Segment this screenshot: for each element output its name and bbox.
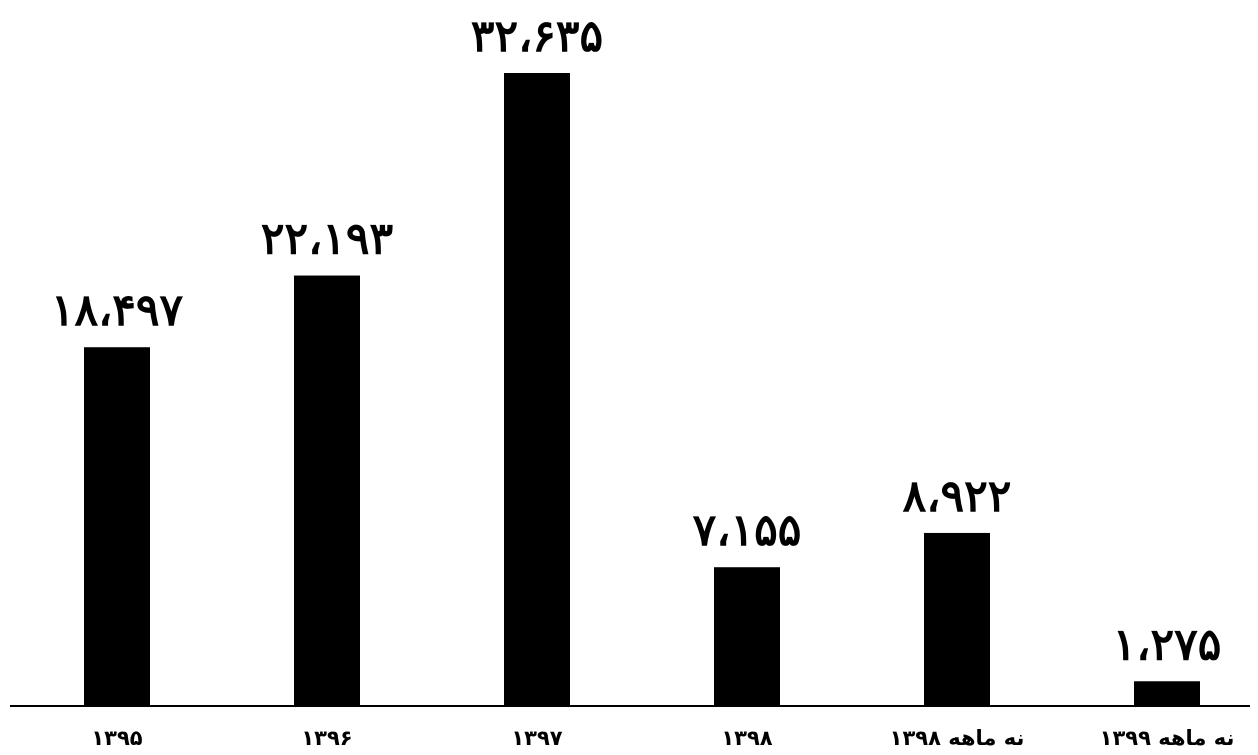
value-labels-group: ۱۸،۴۹۷ ۲۲،۱۹۳ ۳۲،۶۳۵ ۷،۱۵۵ ۸،۹۲۲ ۱،۲۷۵ [51, 11, 1222, 670]
bar-3 [714, 567, 780, 706]
category-label-4: نه ماهه ۱۳۹۸ [890, 726, 1025, 750]
value-label-5: ۱،۲۷۵ [1113, 619, 1222, 670]
bars-group [84, 73, 1200, 706]
category-label-2: ۱۳۹۷ [511, 726, 562, 750]
category-label-0: ۱۳۹۵ [91, 726, 142, 750]
value-label-2: ۳۲،۶۳۵ [471, 11, 603, 62]
bar-5 [1134, 681, 1200, 706]
category-label-1: ۱۳۹۶ [301, 726, 352, 750]
bar-2 [504, 73, 570, 706]
category-label-3: ۱۳۹۸ [721, 726, 772, 750]
value-label-0: ۱۸،۴۹۷ [51, 285, 184, 336]
value-label-4: ۸،۹۲۲ [903, 471, 1012, 522]
category-labels-group: ۱۳۹۵ ۱۳۹۶ ۱۳۹۷ ۱۳۹۸ نه ماهه ۱۳۹۸ نه ماهه ۱۳۹۹ [91, 726, 1234, 750]
bar-1 [294, 275, 360, 706]
bar-0 [84, 347, 150, 706]
value-label-1: ۲۲،۱۹۳ [261, 214, 394, 265]
value-label-3: ۷،۱۵۵ [693, 505, 802, 556]
category-label-5: نه ماهه ۱۳۹۹ [1100, 726, 1235, 750]
bar-4 [924, 532, 990, 706]
